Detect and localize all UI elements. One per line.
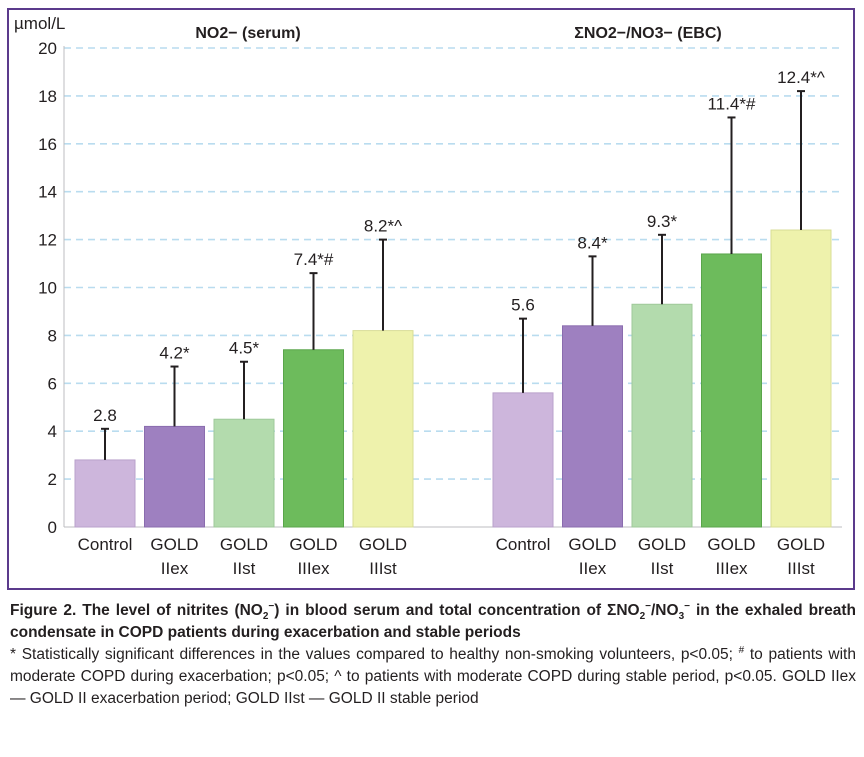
- category-label: GOLD: [777, 535, 825, 554]
- data-label: 8.2*^: [364, 217, 402, 236]
- bar: [701, 253, 762, 528]
- bar: [213, 418, 275, 528]
- bar: [631, 303, 693, 528]
- category-label: IIIex: [715, 559, 748, 578]
- y-tick-label: 6: [48, 374, 57, 393]
- y-tick-label: 12: [38, 231, 57, 250]
- data-label: 5.6: [511, 296, 535, 315]
- data-label: 7.4*#: [294, 250, 334, 269]
- bar: [283, 349, 344, 528]
- category-label: GOLD: [707, 535, 755, 554]
- bar: [74, 459, 136, 528]
- category-label: GOLD: [289, 535, 337, 554]
- category-label: GOLD: [150, 535, 198, 554]
- bar: [770, 229, 832, 528]
- y-tick-label: 2: [48, 470, 57, 489]
- figure-frame: [7, 8, 855, 590]
- data-label: 4.5*: [229, 339, 260, 358]
- bar: [562, 325, 623, 528]
- data-label: 9.3*: [647, 212, 678, 231]
- chart-title: ΣNO2−/NO3− (EBC): [574, 25, 721, 42]
- bar: [492, 392, 554, 528]
- category-label: Control: [78, 535, 133, 554]
- data-label: 11.4*#: [708, 94, 756, 113]
- y-tick-label: 4: [48, 422, 57, 441]
- data-label: 12.4*^: [777, 68, 825, 87]
- data-label: 2.8: [93, 406, 117, 425]
- category-label: IIex: [161, 559, 189, 578]
- category-label: GOLD: [359, 535, 407, 554]
- category-label: IIIst: [787, 559, 815, 578]
- figure-label: Figure 2.: [10, 602, 77, 619]
- bar: [144, 425, 205, 528]
- category-label: IIIst: [369, 559, 397, 578]
- y-tick-label: 8: [48, 326, 57, 345]
- chart-title: NO2− (serum): [195, 25, 300, 42]
- category-label: IIst: [233, 559, 256, 578]
- category-label: GOLD: [568, 535, 616, 554]
- category-label: Control: [496, 535, 551, 554]
- y-tick-label: 14: [38, 183, 57, 202]
- category-label: GOLD: [638, 535, 686, 554]
- y-axis-label: µmol/L: [14, 14, 65, 33]
- bar: [352, 330, 414, 528]
- data-label: 4.2*: [159, 344, 190, 363]
- caption-footnote: * Statistically significant differences …: [10, 644, 856, 707]
- y-tick-label: 18: [38, 87, 57, 106]
- bar-chart: 0 2 4 6 8 10 12 14 16 18 20 µmol/L NO2− (serum) ΣNO2−…: [14, 14, 842, 578]
- y-tick-label: 16: [38, 135, 57, 154]
- y-tick-label: 10: [38, 279, 57, 298]
- category-label: IIst: [651, 559, 674, 578]
- category-label: GOLD: [220, 535, 268, 554]
- y-tick-label: 0: [48, 518, 57, 537]
- figure-caption: Figure 2. The level of nitrites (NO2−) i…: [10, 600, 856, 710]
- category-label: IIIex: [297, 559, 330, 578]
- data-label: 8.4*: [577, 233, 608, 252]
- caption-title: Figure 2. The level of nitrites (NO2−) i…: [10, 600, 856, 641]
- y-tick-label: 20: [38, 39, 57, 58]
- category-label: IIex: [579, 559, 607, 578]
